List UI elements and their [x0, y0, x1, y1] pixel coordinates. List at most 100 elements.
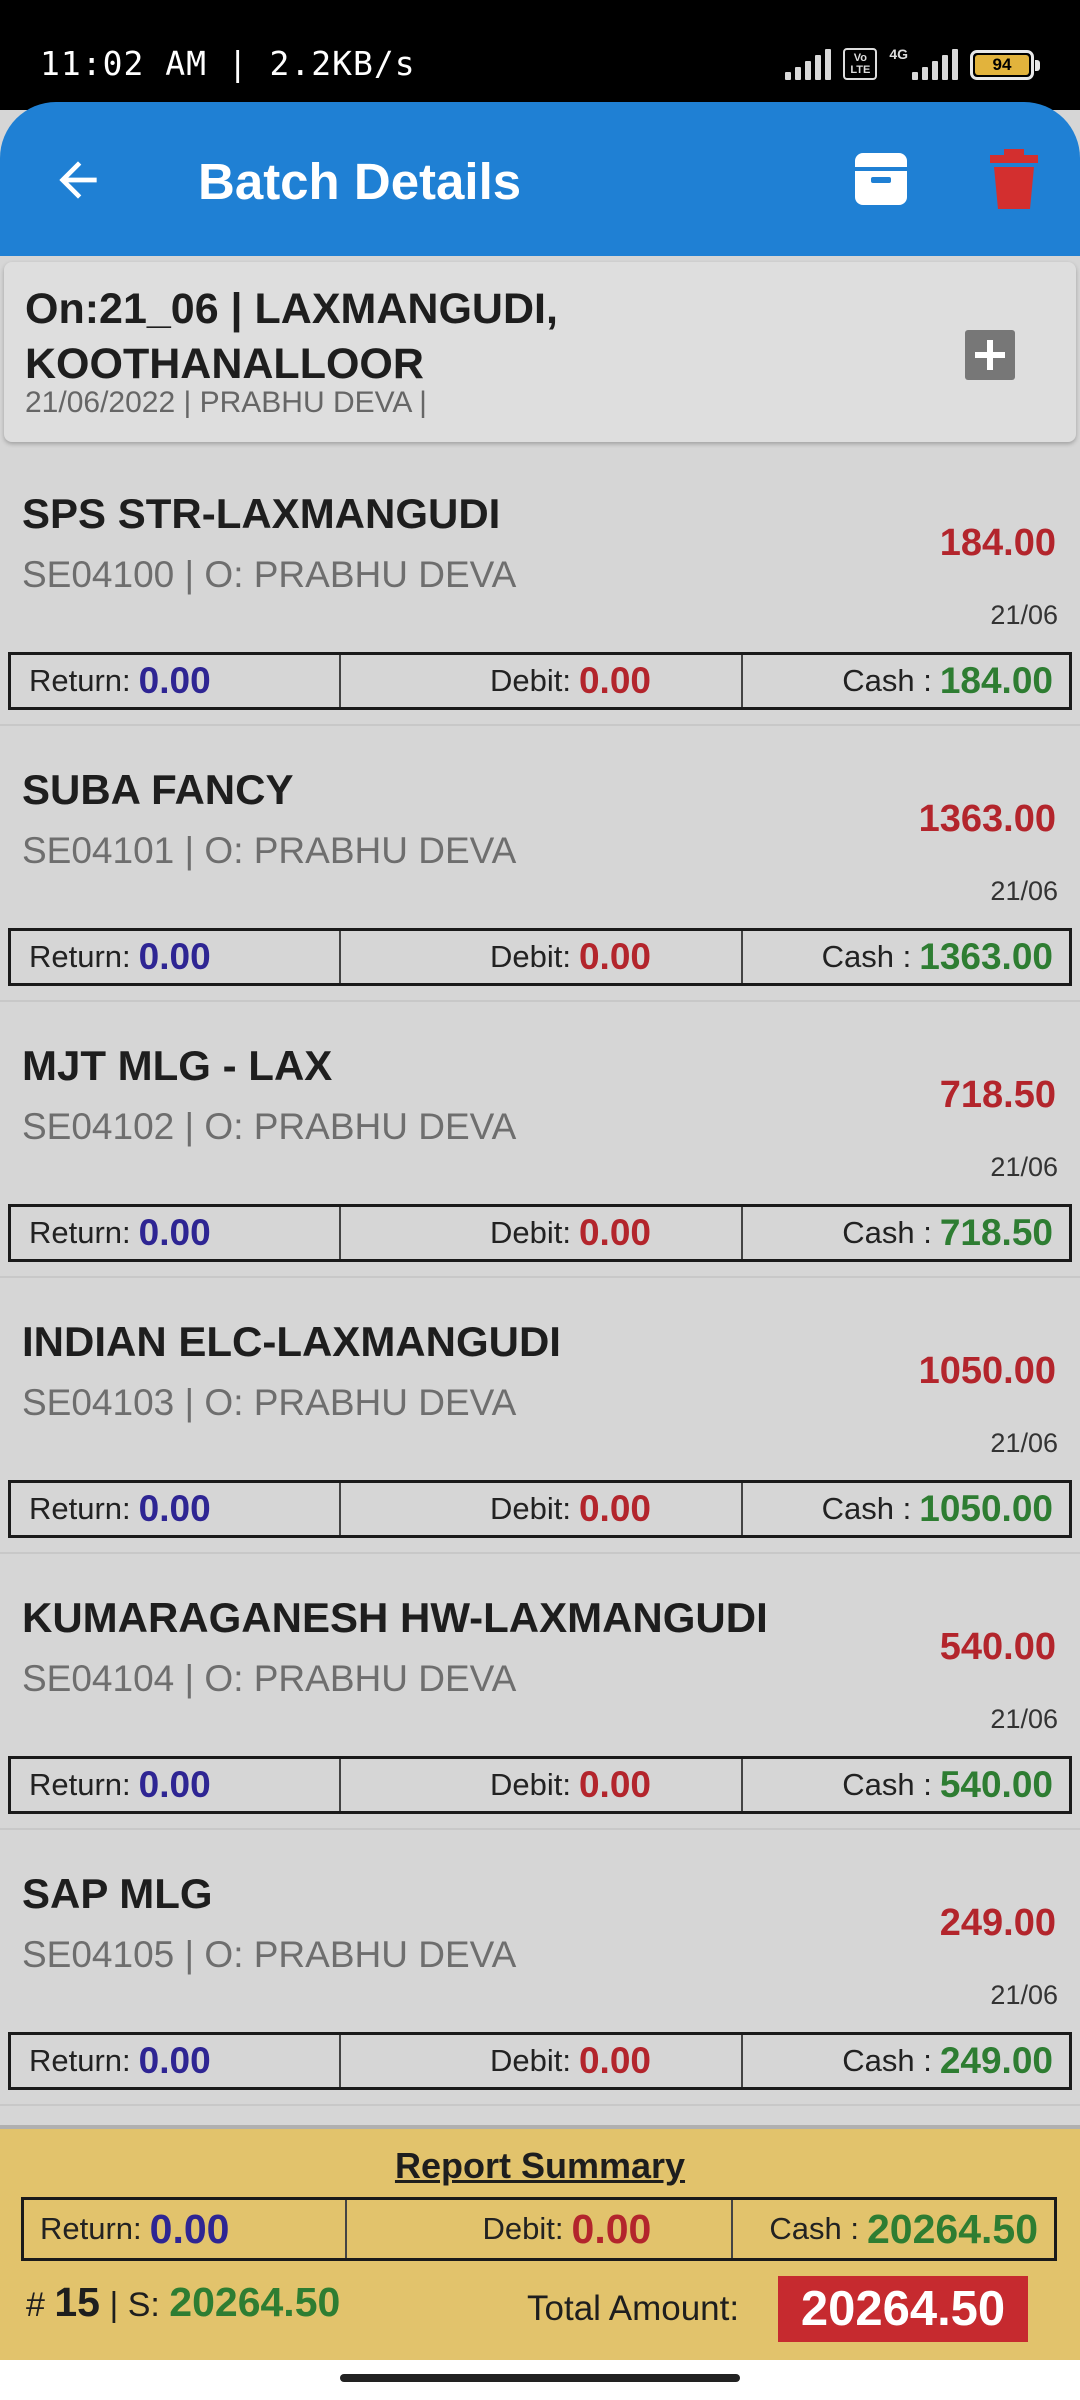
battery-level: 94 — [975, 55, 1029, 75]
entry-name: MJT MLG - LAX — [22, 1042, 333, 1089]
batch-header-card: On:21_06 | LAXMANGUDI, KOOTHANALLOOR 21/… — [4, 262, 1076, 442]
list-item[interactable]: SUBA FANCY SE04101 | O: PRABHU DEVA 1363… — [0, 726, 1080, 1002]
cash-value: 540.00 — [939, 1764, 1053, 1805]
summary-return-value: 0.00 — [149, 2205, 230, 2252]
debit-value: 0.00 — [578, 936, 651, 977]
debit-cell: Debit: 0.00 — [339, 1483, 741, 1535]
cash-value: 249.00 — [939, 2040, 1053, 2081]
entry-name: SUBA FANCY — [22, 766, 294, 813]
entry-date: 21/06 — [990, 600, 1058, 630]
debit-cell: Debit: 0.00 — [339, 1207, 741, 1259]
back-arrow-icon[interactable] — [50, 152, 106, 208]
cash-label: Cash : — [821, 939, 912, 974]
app-bar: Batch Details — [0, 102, 1080, 256]
trash-icon[interactable] — [990, 149, 1038, 209]
report-summary: Report Summary Return: 0.00 Debit: 0.00 Ca… — [0, 2125, 1080, 2360]
return-cell: Return: 0.00 — [11, 1207, 339, 1259]
entry-amount: 249.00 — [939, 1902, 1056, 1944]
entry-breakdown: Return: 0.00 Debit: 0.00 Cash :184.00 — [8, 652, 1072, 710]
entry-amount: 184.00 — [939, 522, 1056, 564]
return-label: Return: — [29, 1491, 131, 1526]
cash-value: 1363.00 — [919, 936, 1053, 977]
cash-cell: Cash :718.50 — [741, 1207, 1069, 1259]
entry-name: INDIAN ELC-LAXMANGUDI — [22, 1318, 561, 1365]
entry-code: SE04102 | O: PRABHU DEVA — [22, 1106, 517, 1147]
return-value: 0.00 — [138, 1764, 211, 1805]
debit-cell: Debit: 0.00 — [339, 655, 741, 707]
cash-cell: Cash :249.00 — [741, 2035, 1069, 2087]
entry-amount: 1050.00 — [918, 1350, 1056, 1392]
entry-amount: 1363.00 — [918, 798, 1056, 840]
summary-breakdown: Return: 0.00 Debit: 0.00 Cash :20264.50 — [21, 2197, 1057, 2261]
debit-cell: Debit: 0.00 — [339, 931, 741, 983]
return-cell: Return: 0.00 — [11, 1483, 339, 1535]
cash-label: Cash : — [842, 2043, 932, 2078]
status-bar: 11:02 AM | 2.2KB/s Vo LTE 4G 94 — [0, 0, 1080, 110]
list-item[interactable]: SAP MLG SE04105 | O: PRABHU DEVA 249.00 … — [0, 1830, 1080, 2106]
entry-name: KUMARAGANESH HW-LAXMANGUDI — [22, 1594, 768, 1641]
debit-label: Debit: — [490, 1491, 571, 1526]
entry-amount: 540.00 — [939, 1626, 1056, 1668]
entry-date: 21/06 — [990, 1980, 1058, 2010]
return-label: Return: — [29, 1767, 131, 1802]
entry-code: SE04101 | O: PRABHU DEVA — [22, 830, 517, 871]
batch-title: On:21_06 | LAXMANGUDI, KOOTHANALLOOR — [25, 285, 558, 388]
home-indicator[interactable] — [340, 2374, 740, 2382]
signal-icon-2 — [912, 48, 958, 80]
list-item[interactable]: MJT MLG - LAX SE04102 | O: PRABHU DEVA 7… — [0, 1002, 1080, 1278]
return-value: 0.00 — [138, 936, 211, 977]
cash-cell: Cash :1363.00 — [741, 931, 1069, 983]
entry-code: SE04104 | O: PRABHU DEVA — [22, 1658, 517, 1699]
list-item[interactable]: KUMARAGANESH HW-LAXMANGUDI SE04104 | O: … — [0, 1554, 1080, 1830]
debit-label: Debit: — [482, 2211, 564, 2246]
total-amount-value: 20264.50 — [778, 2276, 1028, 2342]
entry-code: SE04105 | O: PRABHU DEVA — [22, 1934, 517, 1975]
count-value: 15 — [54, 2279, 100, 2325]
return-label: Return: — [40, 2211, 142, 2246]
battery-icon: 94 — [970, 50, 1040, 80]
debit-label: Debit: — [490, 663, 571, 698]
cash-cell: Cash :184.00 — [741, 655, 1069, 707]
entry-amount: 718.50 — [939, 1074, 1056, 1116]
return-label: Return: — [29, 939, 131, 974]
return-cell: Return: 0.00 — [11, 2035, 339, 2087]
debit-value: 0.00 — [578, 1764, 651, 1805]
return-value: 0.00 — [138, 1212, 211, 1253]
debit-label: Debit: — [490, 1767, 571, 1802]
return-value: 0.00 — [138, 2040, 211, 2081]
cash-label: Cash : — [769, 2211, 859, 2246]
summary-debit-value: 0.00 — [571, 2205, 652, 2252]
debit-label: Debit: — [490, 1215, 571, 1250]
summary-cash-cell: Cash :20264.50 — [731, 2200, 1054, 2258]
summary-cash-value: 20264.50 — [867, 2205, 1039, 2252]
entry-breakdown: Return: 0.00 Debit: 0.00 Cash :1050.00 — [8, 1480, 1072, 1538]
entry-code: SE04100 | O: PRABHU DEVA — [22, 554, 517, 595]
entries-list: SPS STR-LAXMANGUDI SE04100 | O: PRABHU D… — [0, 450, 1080, 2106]
hash-label: # — [26, 2286, 45, 2324]
cash-value: 184.00 — [939, 660, 1053, 701]
add-button[interactable] — [965, 330, 1015, 380]
entry-breakdown: Return: 0.00 Debit: 0.00 Cash :718.50 — [8, 1204, 1072, 1262]
entry-date: 21/06 — [990, 1704, 1058, 1734]
debit-cell: Debit: 0.00 — [339, 2035, 741, 2087]
system-nav-bar — [0, 2360, 1080, 2400]
return-cell: Return: 0.00 — [11, 1759, 339, 1811]
debit-label: Debit: — [490, 939, 571, 974]
return-cell: Return: 0.00 — [11, 655, 339, 707]
cash-label: Cash : — [821, 1491, 912, 1526]
entry-name: SPS STR-LAXMANGUDI — [22, 490, 501, 537]
list-item[interactable]: INDIAN ELC-LAXMANGUDI SE04103 | O: PRABH… — [0, 1278, 1080, 1554]
list-item[interactable]: SPS STR-LAXMANGUDI SE04100 | O: PRABHU D… — [0, 450, 1080, 726]
volte-icon: Vo LTE — [843, 48, 878, 80]
cash-label: Cash : — [842, 1767, 932, 1802]
entry-date: 21/06 — [990, 1428, 1058, 1458]
return-value: 0.00 — [138, 660, 211, 701]
entry-breakdown: Return: 0.00 Debit: 0.00 Cash :1363.00 — [8, 928, 1072, 986]
archive-icon[interactable] — [853, 149, 909, 209]
return-cell: Return: 0.00 — [11, 931, 339, 983]
return-label: Return: — [29, 663, 131, 698]
entry-name: SAP MLG — [22, 1870, 213, 1917]
debit-value: 0.00 — [578, 1212, 651, 1253]
summary-title: Report Summary — [394, 2145, 686, 2186]
return-label: Return: — [29, 1215, 131, 1250]
